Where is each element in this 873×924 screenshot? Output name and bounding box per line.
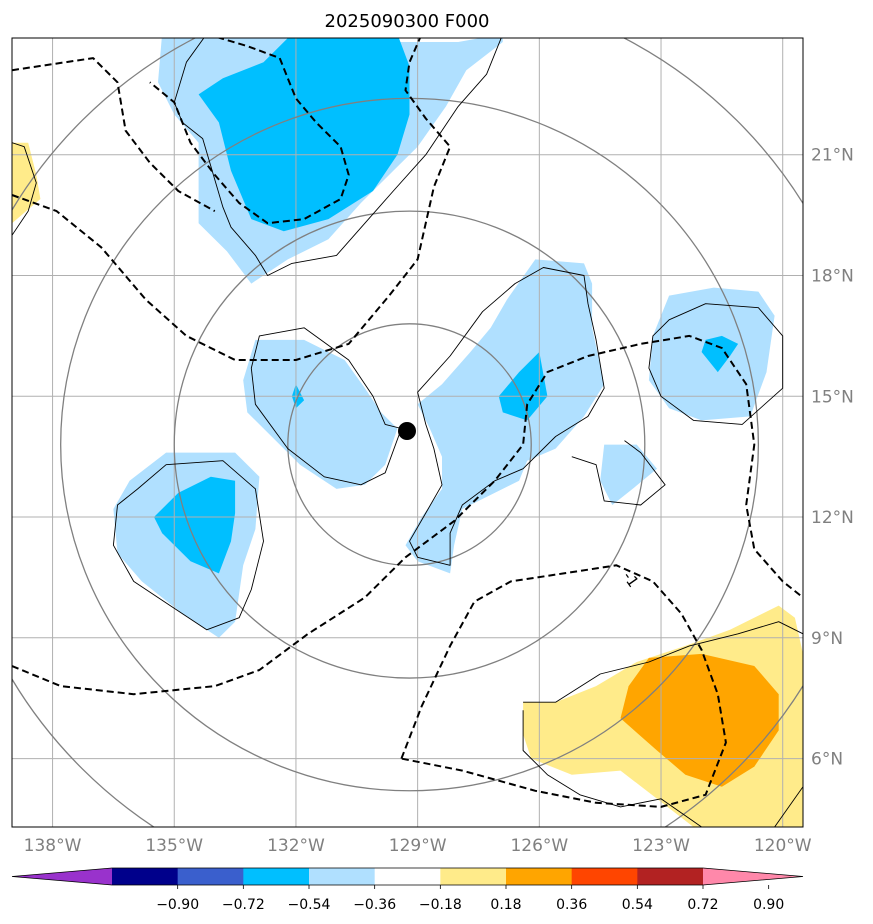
colorbar-segment bbox=[243, 868, 310, 885]
colorbar-tick-label: −0.90 bbox=[156, 897, 199, 913]
y-tick-label: 21°N bbox=[811, 146, 854, 166]
y-tick-label: 6°N bbox=[811, 750, 843, 770]
colorbar-tick-label: −0.36 bbox=[353, 897, 396, 913]
colorbar-tick-label: −0.18 bbox=[419, 897, 462, 913]
range-rings bbox=[12, 38, 803, 827]
ring-2 bbox=[173, 210, 646, 679]
x-tick-label: 132°W bbox=[267, 836, 325, 856]
storm-center-marker bbox=[398, 422, 416, 440]
shaded-region-east-deep bbox=[701, 335, 739, 373]
plot-area bbox=[12, 38, 803, 827]
colorbar: −0.90 −0.72 −0.54 −0.36 −0.18 0.18 0.36 0.54 0.7… bbox=[11, 867, 804, 913]
shaded-region-small-east-patch bbox=[600, 444, 657, 505]
dashed-contours bbox=[12, 38, 803, 808]
colorbar-segment bbox=[309, 868, 376, 885]
x-tick-label: 135°W bbox=[145, 836, 203, 856]
colorbar-tick-label: 0.54 bbox=[622, 897, 653, 913]
colorbar-segment bbox=[440, 868, 507, 885]
y-tick-label: 15°N bbox=[811, 387, 854, 407]
thin-center-east bbox=[409, 267, 605, 566]
colorbar-segment bbox=[177, 868, 244, 885]
ring-3 bbox=[60, 97, 760, 792]
plot-frame bbox=[11, 37, 804, 828]
shaded-region-center-east-deep bbox=[498, 352, 548, 421]
thin-southwest bbox=[112, 460, 264, 631]
shaded-region-center-east-light bbox=[405, 259, 605, 574]
colorbar-segment bbox=[637, 868, 704, 885]
colorbar-segment bbox=[374, 868, 441, 885]
colorbar-outline bbox=[11, 867, 804, 886]
colorbar-tick-label: −0.54 bbox=[288, 897, 331, 913]
y-tick-labels: 6°N 9°N 12°N 15°N 18°N 21°N bbox=[811, 146, 854, 770]
dashed-south bbox=[400, 564, 727, 808]
y-tick-label: 12°N bbox=[811, 508, 854, 528]
colorbar-segment bbox=[112, 868, 179, 885]
thin-center-west bbox=[250, 327, 402, 486]
thin-south-bottom bbox=[522, 710, 702, 827]
x-tick-label: 126°W bbox=[510, 836, 568, 856]
chart-title: 2025090300 F000 bbox=[325, 11, 490, 32]
x-tick-label: 120°W bbox=[754, 836, 812, 856]
x-tick-labels: 138°W 135°W 132°W 129°W 126°W 123°W 120°W bbox=[24, 836, 812, 856]
thin-left-edge bbox=[12, 142, 37, 236]
thin-small-east bbox=[571, 440, 666, 506]
colorbar-tick-label: 0.90 bbox=[753, 897, 784, 913]
dashed-long-west bbox=[12, 38, 452, 361]
x-tick-label: 129°W bbox=[389, 836, 447, 856]
colorbar-tick-label: 0.18 bbox=[490, 897, 521, 913]
dashed-north bbox=[149, 38, 350, 225]
thin-right-bottom bbox=[774, 786, 803, 827]
ring-1 bbox=[287, 323, 532, 566]
y-tick-label: 18°N bbox=[811, 267, 854, 287]
thin-north bbox=[173, 38, 502, 276]
colorbar-segment bbox=[506, 868, 573, 885]
colorbar-tick-label: 0.36 bbox=[556, 897, 587, 913]
shaded-region-north-deep-blue bbox=[198, 38, 410, 232]
colorbar-extend-low bbox=[12, 868, 112, 885]
thin-southeast bbox=[523, 621, 803, 703]
thin-contours bbox=[12, 38, 803, 827]
colorbar-segment bbox=[571, 868, 638, 885]
dashed-center bbox=[12, 334, 803, 696]
shaded-region-west-ring-light bbox=[243, 339, 398, 489]
shaded-region-southeast-orange bbox=[620, 653, 779, 787]
y-tick-label: 9°N bbox=[811, 629, 843, 649]
colorbar-tick-label: −0.72 bbox=[222, 897, 265, 913]
colorbar-extend-high bbox=[703, 868, 803, 885]
x-tick-label: 123°W bbox=[632, 836, 690, 856]
dashed-west bbox=[12, 57, 216, 212]
x-tick-label: 138°W bbox=[24, 836, 82, 856]
thin-east bbox=[648, 303, 784, 425]
colorbar-tick-label: 0.72 bbox=[687, 897, 718, 913]
